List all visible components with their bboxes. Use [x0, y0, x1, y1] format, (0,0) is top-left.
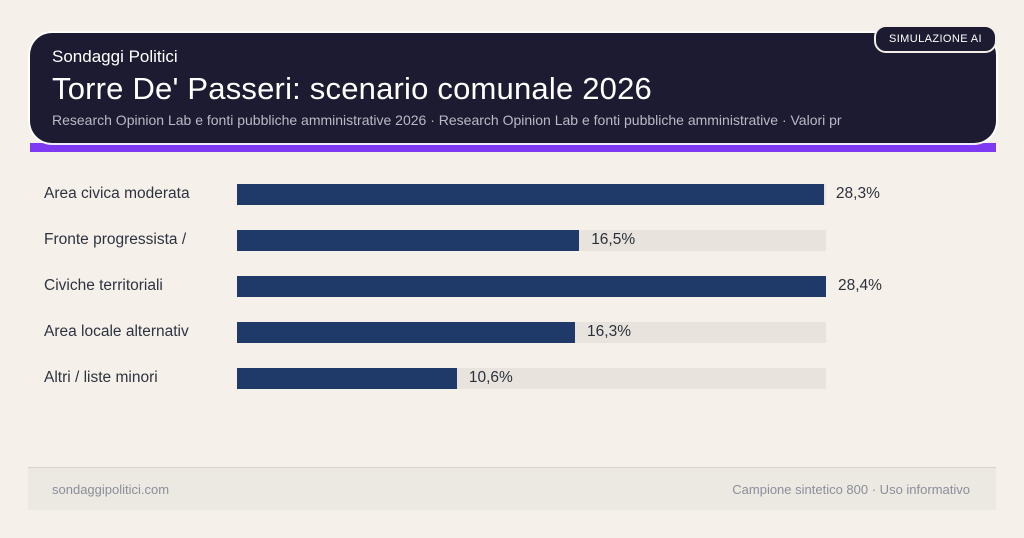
bar-track: 16,3%	[237, 321, 826, 343]
footer-site-url: sondaggipolitici.com	[52, 481, 170, 497]
bar-track: 10,6%	[237, 367, 826, 389]
bar-label: Altri / liste minori	[44, 369, 158, 386]
poll-bar-chart: Area civica moderata 28,3% Fronte progress…	[44, 171, 980, 401]
bar-fill	[237, 229, 580, 251]
bar-track: 28,3%	[237, 183, 880, 205]
bar-row: Fronte progressista / 16,5%	[44, 217, 980, 263]
page-title: Torre De' Passeri: scenario comunale 202…	[52, 71, 652, 106]
bar-fill	[237, 321, 576, 343]
bar-fill	[237, 275, 826, 297]
bar-value: 28,3%	[835, 185, 880, 202]
bar-row: Altri / liste minori 10,6%	[44, 355, 980, 401]
bar-track: 16,5%	[237, 229, 826, 251]
bar-label: Civiche territoriali	[44, 277, 163, 294]
header-card: Sondaggi Politici Torre De' Passeri: sce…	[30, 33, 996, 143]
bar-label: Area locale alternativ	[44, 323, 189, 340]
bar-value: 28,4%	[838, 277, 882, 294]
bar-row: Area locale alternativ 16,3%	[44, 309, 980, 355]
bar-fill	[237, 367, 457, 389]
bar-value: 10,6%	[468, 369, 513, 386]
bar-row: Area civica moderata 28,3%	[44, 171, 980, 217]
footer: sondaggipolitici.com Campione sintetico …	[28, 467, 996, 510]
bar-value: 16,3%	[587, 323, 631, 340]
site-name: Sondaggi Politici	[52, 47, 178, 66]
page-subtitle: Research Opinion Lab e fonti pubbliche a…	[52, 112, 842, 128]
bar-label: Fronte progressista /	[44, 231, 187, 248]
bar-fill	[237, 183, 824, 205]
bar-row: Civiche territoriali 28,4%	[44, 263, 980, 309]
simulation-ai-badge: SIMULAZIONE AI	[873, 25, 997, 53]
bar-value: 16,5%	[591, 231, 636, 248]
accent-divider	[30, 143, 996, 152]
footer-sample-note: Campione sintetico 800 · Uso informativo	[732, 481, 970, 497]
bar-track: 28,4%	[237, 275, 882, 297]
bar-label: Area civica moderata	[44, 185, 190, 202]
